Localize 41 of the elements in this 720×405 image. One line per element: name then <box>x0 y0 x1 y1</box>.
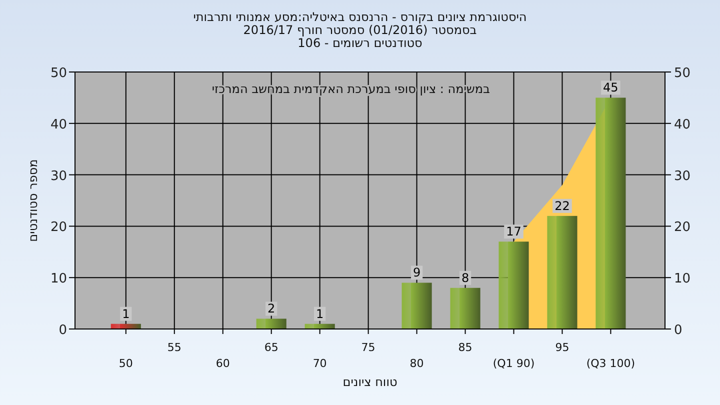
y2-tick-label: 40 <box>674 117 691 132</box>
y-tick-label: 50 <box>50 66 67 81</box>
y-tick-label: 30 <box>50 168 67 184</box>
chart-title: היסטוגרמת ציונים בקורס - הרנסנס באיטליה:מסע אמנותי ותרבותי <box>193 10 527 24</box>
y2-tick-label: 20 <box>674 220 691 236</box>
y2-tick-label: 50 <box>674 66 691 81</box>
x-tick-label: 80 <box>410 357 424 370</box>
x-tick-label: (Q3 100) <box>586 357 636 370</box>
x-tick-label: 65 <box>264 341 278 354</box>
y-axis-title: מספר סטודנטים <box>26 159 40 242</box>
x-tick-label: 60 <box>216 357 230 370</box>
x-tick-label: 75 <box>361 341 376 354</box>
y2-tick-label: 10 <box>674 272 691 287</box>
data-label: 8 <box>461 270 470 285</box>
x-tick-label: 85 <box>458 341 472 354</box>
bar <box>547 216 578 329</box>
y2-tick-label: 0 <box>674 323 682 338</box>
bar <box>450 288 480 329</box>
y2-tick-label: 30 <box>674 168 691 184</box>
x-tick-label: 70 <box>312 357 327 370</box>
data-label: 17 <box>506 224 522 239</box>
x-tick-label: 55 <box>167 341 182 354</box>
bar <box>596 98 626 329</box>
data-label: 1 <box>316 306 324 321</box>
x-tick-label: 50 <box>118 357 133 370</box>
y-tick-label: 10 <box>50 272 67 287</box>
y-tick-label: 0 <box>58 323 67 338</box>
bar <box>402 282 432 329</box>
bar <box>498 242 529 329</box>
bar <box>256 318 286 329</box>
x-tick-label: 95 <box>555 341 570 354</box>
y-tick-label: 20 <box>50 220 67 236</box>
data-label: 1 <box>122 306 130 321</box>
data-label: 2 <box>268 302 276 316</box>
data-label: 45 <box>603 80 618 95</box>
chart-subtitle: בסמסטר (01/2016) סמסטר חורף 2016/17 סטודנטים רשומים - 106 <box>243 23 477 50</box>
y-tick-label: 40 <box>50 117 67 132</box>
x-tick-label: (Q1 90) <box>492 357 535 370</box>
data-label: 22 <box>554 198 570 213</box>
data-label: 9 <box>412 266 421 280</box>
x-axis-title: טווח ציונים <box>342 375 398 389</box>
